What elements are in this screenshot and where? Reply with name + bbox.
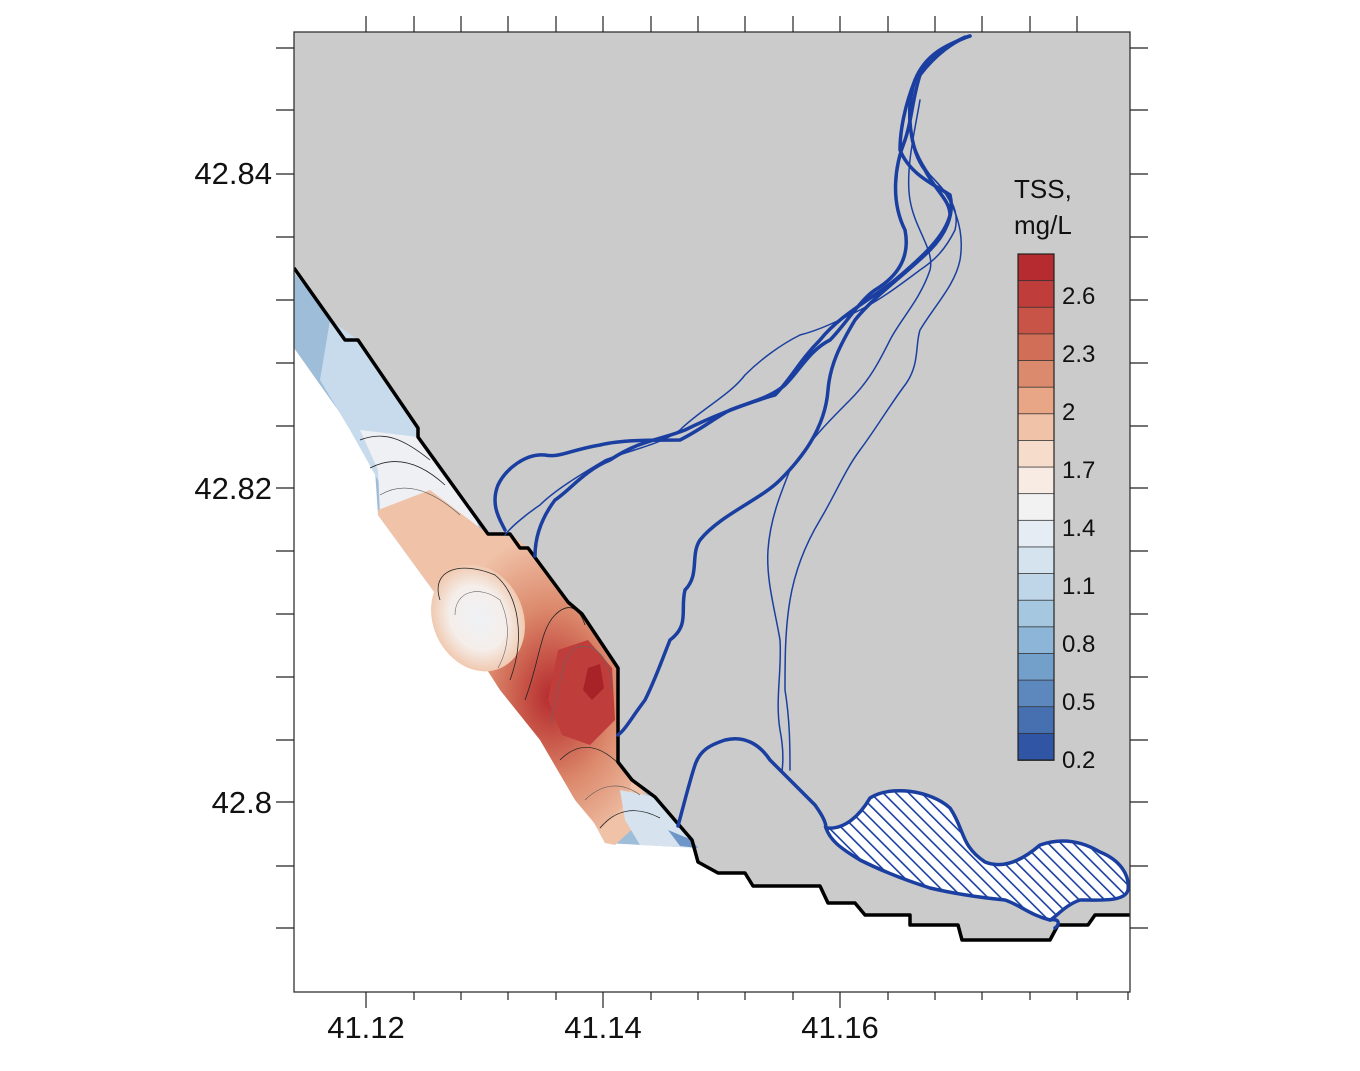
y-tick-label: 42.82 xyxy=(194,471,272,506)
y-axis-labels: 42.84 42.82 42.8 xyxy=(194,156,272,820)
legend-label: 2 xyxy=(1062,399,1075,426)
y-tick-label: 42.84 xyxy=(194,156,272,191)
x-tick-label: 41.16 xyxy=(801,1010,879,1045)
legend-label: 2.6 xyxy=(1062,283,1095,310)
legend-swatch xyxy=(1017,306,1055,335)
coastline xyxy=(294,266,1130,942)
legend-swatch xyxy=(1017,333,1055,362)
legend-label: 1.4 xyxy=(1062,515,1095,542)
legend-title-line2: mg/L xyxy=(1014,210,1072,240)
legend-outline xyxy=(1017,253,1055,761)
left-ticks xyxy=(276,47,294,929)
legend-color-bar xyxy=(1017,253,1055,761)
legend-swatch xyxy=(1017,440,1055,468)
x-tick-label: 41.12 xyxy=(327,1010,405,1045)
legend-label: 1.7 xyxy=(1062,457,1095,484)
legend-label: 0.5 xyxy=(1062,689,1095,716)
legend-swatch xyxy=(1017,493,1055,522)
legend-label: 0.2 xyxy=(1062,747,1095,774)
legend-swatch xyxy=(1017,626,1055,655)
legend-swatch xyxy=(1017,253,1055,282)
legend-swatch xyxy=(1017,679,1055,708)
legend-swatch xyxy=(1017,413,1055,442)
top-ticks xyxy=(365,16,1078,32)
x-axis-labels: 41.12 41.14 41.16 xyxy=(327,1010,879,1045)
right-ticks xyxy=(1130,47,1148,929)
legend-label: 1.1 xyxy=(1062,573,1095,600)
legend-swatch xyxy=(1017,573,1055,602)
legend-label: 2.3 xyxy=(1062,341,1095,368)
x-tick-label: 41.14 xyxy=(564,1010,642,1045)
legend-swatch xyxy=(1017,653,1055,682)
legend-swatch xyxy=(1017,599,1055,628)
river-channels xyxy=(493,34,1060,930)
legend-labels: 2.6 2.3 2 1.7 1.4 1.1 0.8 0.5 0.2 xyxy=(1062,283,1095,774)
y-tick-label: 42.8 xyxy=(212,785,272,820)
legend-swatch xyxy=(1017,519,1055,548)
map-frame xyxy=(276,16,1148,1008)
legend-swatch xyxy=(1017,386,1055,415)
plot-area xyxy=(294,32,1130,992)
tss-contours xyxy=(294,272,698,848)
legend-swatch xyxy=(1017,732,1055,761)
sea-area xyxy=(294,268,1130,992)
bottom-ticks xyxy=(365,992,1129,1008)
tss-legend: TSS, mg/L 2.6 2.3 2 1.7 1.4 1.1 0.8 0.5 0.2 xyxy=(1014,174,1095,774)
legend-swatch xyxy=(1017,546,1055,575)
legend-swatch xyxy=(1017,360,1055,389)
legend-label: 0.8 xyxy=(1062,631,1095,658)
lagoon-hatched xyxy=(823,788,1130,922)
legend-title-line1: TSS, xyxy=(1014,174,1072,204)
legend-swatch xyxy=(1017,706,1055,735)
legend-swatch xyxy=(1017,280,1055,309)
legend-swatch xyxy=(1017,466,1055,495)
